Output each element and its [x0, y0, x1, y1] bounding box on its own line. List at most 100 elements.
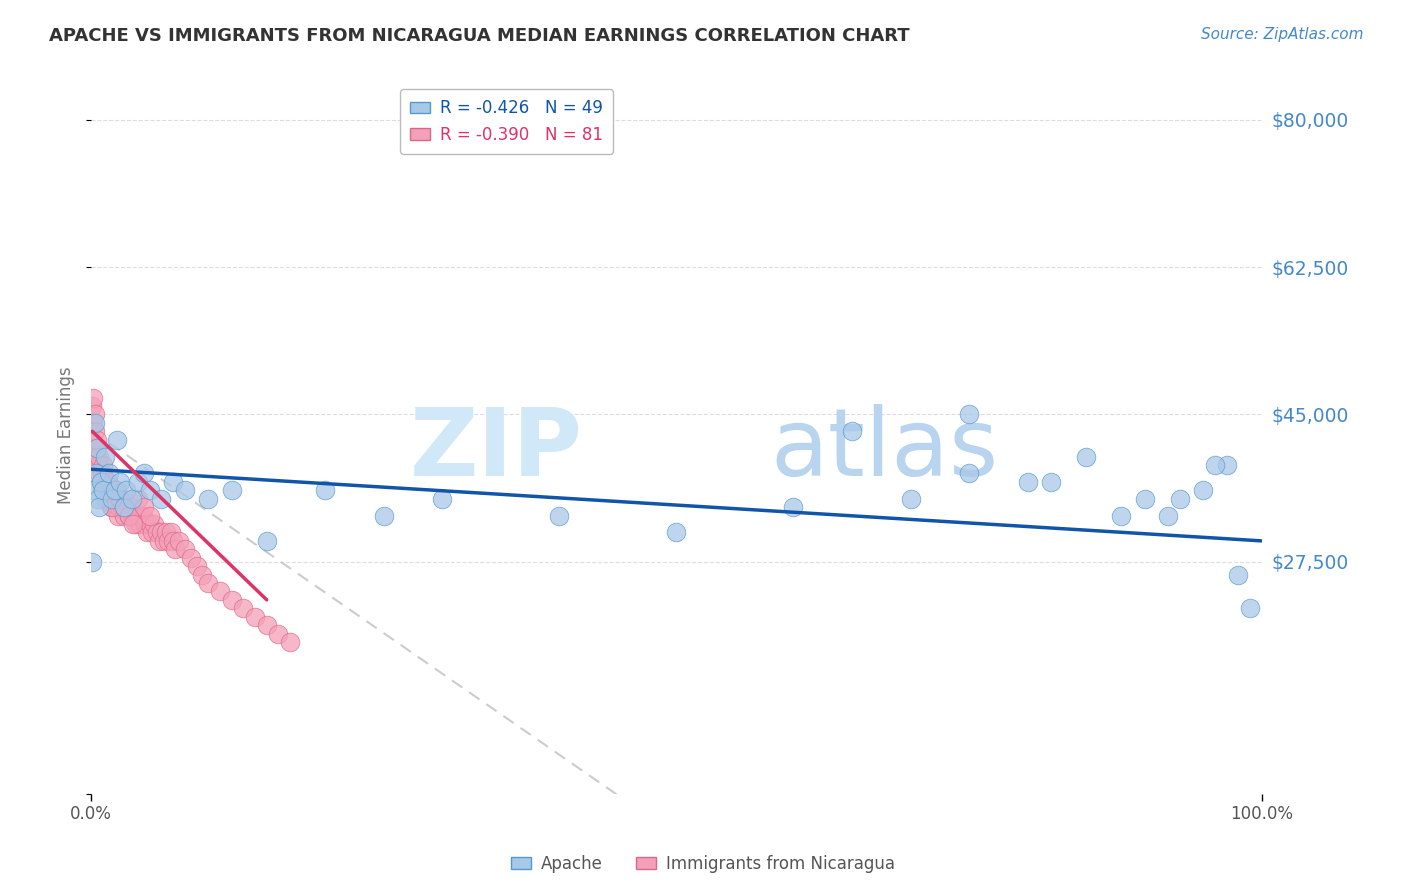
Point [314, 483, 336, 498]
Point [105, 500, 128, 515]
Point [82, 391, 104, 405]
Point [120, 500, 142, 515]
Point [145, 525, 167, 540]
Point [900, 491, 922, 506]
Point [96, 491, 118, 506]
Point [91, 458, 114, 472]
Point [256, 618, 278, 632]
Point [110, 475, 132, 489]
Point [97, 467, 120, 481]
Point [96, 475, 118, 489]
Point [89, 500, 111, 515]
Point [90, 483, 112, 498]
Point [162, 533, 184, 548]
Point [82, 483, 104, 498]
Point [155, 525, 177, 540]
Point [82, 416, 104, 430]
Point [117, 508, 139, 523]
Point [157, 533, 180, 548]
Point [124, 516, 146, 531]
Point [957, 467, 980, 481]
Point [665, 525, 688, 540]
Point [94, 483, 117, 498]
Point [1133, 491, 1156, 506]
Point [1076, 450, 1098, 464]
Point [191, 567, 214, 582]
Point [127, 475, 149, 489]
Point [243, 609, 266, 624]
Point [132, 467, 155, 481]
Legend: R = -0.426   N = 49, R = -0.390   N = 81: R = -0.426 N = 49, R = -0.390 N = 81 [401, 89, 613, 153]
Point [112, 508, 135, 523]
Point [89, 475, 111, 489]
Point [129, 516, 152, 531]
Point [150, 491, 173, 506]
Point [93, 475, 115, 489]
Point [432, 491, 454, 506]
Point [232, 601, 254, 615]
Point [136, 525, 159, 540]
Point [97, 491, 120, 506]
Point [256, 533, 278, 548]
Point [180, 550, 202, 565]
Point [1109, 508, 1132, 523]
Point [143, 516, 166, 531]
Point [1192, 483, 1215, 498]
Point [115, 483, 138, 498]
Point [91, 483, 114, 498]
Point [83, 408, 105, 422]
Point [107, 508, 129, 523]
Point [173, 483, 195, 498]
Text: Source: ZipAtlas.com: Source: ZipAtlas.com [1201, 27, 1364, 42]
Point [103, 500, 125, 515]
Point [97, 483, 120, 498]
Point [94, 483, 117, 498]
Point [89, 475, 111, 489]
Point [278, 635, 301, 649]
Point [186, 559, 208, 574]
Point [1017, 475, 1039, 489]
Point [84, 467, 107, 481]
Point [548, 508, 571, 523]
Point [1227, 567, 1250, 582]
Point [127, 491, 149, 506]
Point [108, 500, 131, 515]
Point [82, 555, 104, 569]
Point [165, 542, 187, 557]
Point [121, 491, 143, 506]
Point [86, 441, 108, 455]
Point [1168, 491, 1191, 506]
Point [167, 533, 190, 548]
Point [122, 516, 145, 531]
Point [82, 399, 104, 413]
Point [1040, 475, 1063, 489]
Point [112, 500, 135, 515]
Point [1215, 458, 1237, 472]
Point [103, 483, 125, 498]
Point [138, 508, 160, 523]
Point [98, 491, 121, 506]
Point [112, 500, 135, 515]
Point [101, 483, 124, 498]
Point [267, 626, 290, 640]
Point [101, 500, 124, 515]
Point [138, 516, 160, 531]
Point [83, 416, 105, 430]
Point [90, 467, 112, 481]
Point [221, 592, 243, 607]
Point [141, 525, 163, 540]
Text: atlas: atlas [770, 404, 998, 496]
Point [132, 500, 155, 515]
Point [148, 533, 170, 548]
Point [110, 500, 132, 515]
Point [138, 483, 160, 498]
Point [96, 475, 118, 489]
Point [1239, 601, 1261, 615]
Point [94, 450, 117, 464]
Point [162, 475, 184, 489]
Point [841, 425, 863, 439]
Point [83, 425, 105, 439]
Point [197, 576, 219, 591]
Point [103, 483, 125, 498]
Point [103, 491, 125, 506]
